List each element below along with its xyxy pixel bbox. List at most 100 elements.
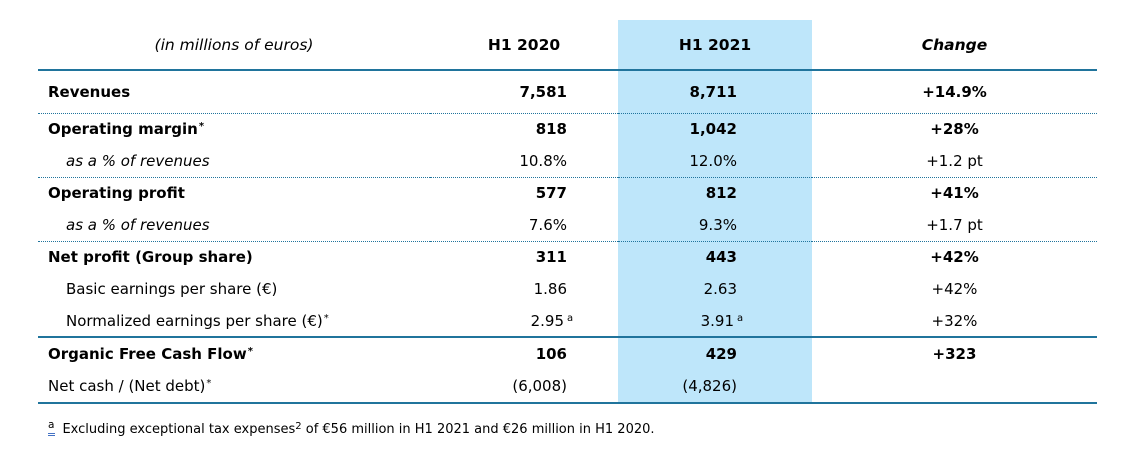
row-label: Operating profit	[38, 176, 430, 209]
superscript-marker: *	[206, 378, 212, 389]
value-h1-2021-text: 443	[705, 248, 737, 267]
value-h1-2021: 8,711	[618, 69, 812, 113]
table-row: Organic Free Cash Flow* 106 429 +323	[38, 336, 1097, 370]
value-change-text: +42%	[930, 248, 979, 267]
footnote-text: Excluding exceptional tax expenses	[62, 422, 296, 437]
value-h1-2021: 1,042	[618, 112, 812, 145]
value-h1-2020-text: 818	[535, 120, 567, 139]
row-label: Organic Free Cash Flow*	[38, 336, 430, 370]
superscript-marker: *	[247, 346, 253, 357]
value-h1-2021-text: 812	[705, 184, 737, 203]
footnote-reference-2: 2	[295, 421, 302, 432]
table-row: Basic earnings per share (€) 1.86 2.63 +42%	[38, 273, 1097, 305]
value-h1-2020-text: 10.8%	[519, 151, 567, 170]
value-h1-2021-text: 2.63	[703, 280, 737, 298]
value-h1-2021-text: 1,042	[689, 120, 737, 139]
value-h1-2020: 106	[430, 336, 618, 370]
row-label-text: Normalized earnings per share (€)	[66, 311, 323, 330]
financial-results-page: (in millions of euros) H1 2020 H1 2021 C…	[0, 20, 1147, 451]
value-change: +1.2 pt	[812, 145, 1097, 177]
value-change-text: +28%	[930, 120, 979, 139]
value-h1-2020: 311	[430, 240, 618, 273]
row-label-text: Basic earnings per share (€)	[66, 280, 278, 298]
value-h1-2020-text: 106	[535, 345, 567, 363]
value-h1-2020: 7,581	[430, 69, 618, 113]
value-h1-2021-text: 8,711	[689, 82, 737, 101]
table-row: Net profit (Group share) 311 443 +42%	[38, 240, 1097, 273]
value-change-text: +1.2 pt	[926, 151, 983, 170]
value-change: +32%	[812, 305, 1097, 337]
value-h1-2020-text: 7,581	[519, 82, 567, 101]
value-change: +323	[812, 336, 1097, 370]
value-change	[812, 370, 1097, 404]
value-h1-2020-text: 577	[535, 184, 567, 203]
table-row: as a % of revenues 10.8% 12.0% +1.2 pt	[38, 145, 1097, 177]
value-change: +28%	[812, 112, 1097, 145]
value-change: +1.7 pt	[812, 209, 1097, 241]
row-label-text: as a % of revenues	[66, 215, 210, 234]
value-h1-2020: 2.95 a	[530, 311, 574, 330]
footnote-marker: a	[48, 418, 56, 437]
table-row: Net cash / (Net debt)* (6,008) (4,826)	[38, 370, 1097, 404]
value-change: +42%	[812, 273, 1097, 305]
value-h1-2021: 429	[618, 336, 812, 370]
column-header-h1-2021: H1 2021	[618, 20, 812, 71]
footnote-text-continued: of €56 million in H1 2021 and €26 millio…	[301, 422, 655, 437]
table-row: Operating profit 577 812 +41%	[38, 176, 1097, 209]
value-change-text: +42%	[931, 280, 978, 298]
value-h1-2020: 818	[430, 112, 618, 145]
value-change-text: +323	[932, 345, 977, 363]
table-row: as a % of revenues 7.6% 9.3% +1.7 pt	[38, 209, 1097, 241]
financial-results-table: (in millions of euros) H1 2020 H1 2021 C…	[38, 20, 1097, 404]
value-h1-2021: 9.3%	[618, 209, 812, 241]
superscript-marker: *	[198, 121, 205, 133]
value-h1-2021-text: 429	[705, 345, 737, 363]
row-label: Revenues	[38, 69, 430, 113]
value-h1-2020-text: 311	[535, 248, 567, 267]
value-h1-2021: 812	[618, 176, 812, 209]
row-label-text: Net profit (Group share)	[48, 248, 253, 267]
value-h1-2020: 1.86	[430, 273, 618, 305]
value-h1-2021: 12.0%	[618, 145, 812, 177]
table-row: Operating margin* 818 1,042 +28%	[38, 112, 1097, 145]
row-label-text: Operating margin	[48, 120, 198, 139]
row-label: as a % of revenues	[38, 145, 430, 177]
value-change-text: +41%	[930, 184, 979, 203]
value-change-text: +1.7 pt	[926, 215, 983, 234]
value-h1-2020: (6,008)	[430, 370, 618, 404]
column-header-h1-2020: H1 2020	[430, 20, 618, 71]
row-label-text: Operating profit	[48, 184, 185, 203]
value-h1-2020-text: 1.86	[533, 280, 567, 298]
row-label-text: Organic Free Cash Flow	[48, 345, 247, 363]
row-label: Operating margin*	[38, 112, 430, 145]
value-h1-2021: (4,826)	[618, 370, 812, 404]
row-label: Normalized earnings per share (€)*	[38, 305, 430, 337]
column-header-change: Change	[812, 20, 1097, 71]
table-row: Revenues 7,581 8,711 +14.9%	[38, 69, 1097, 113]
superscript-marker: *	[323, 312, 329, 324]
value-h1-2021-text: (4,826)	[682, 377, 737, 395]
row-label: Net profit (Group share)	[38, 240, 430, 273]
table-row: Normalized earnings per share (€)* 2.95 a 3…	[38, 305, 1097, 337]
value-change-text: +14.9%	[922, 82, 987, 101]
value-change-text: +32%	[931, 311, 978, 330]
value-h1-2021: 3.91 a	[618, 305, 812, 337]
value-h1-2020-text: 2.95	[530, 311, 564, 330]
row-label-text: Revenues	[48, 82, 131, 101]
row-label-text: Net cash / (Net debt)	[48, 377, 206, 395]
value-h1-2020-text: 7.6%	[528, 215, 567, 234]
value-h1-2021-text: 9.3%	[698, 215, 737, 234]
value-change: +42%	[812, 240, 1097, 273]
row-label: Net cash / (Net debt)*	[38, 370, 430, 404]
value-h1-2021: 443	[618, 240, 812, 273]
footnote: a Excluding exceptional tax expenses2 of …	[48, 418, 1147, 439]
table-header-row: (in millions of euros) H1 2020 H1 2021 C…	[38, 20, 1097, 71]
row-label-text: as a % of revenues	[66, 151, 210, 170]
value-h1-2021: 2.63	[618, 273, 812, 305]
row-label: Basic earnings per share (€)	[38, 273, 430, 305]
row-label: as a % of revenues	[38, 209, 430, 241]
value-h1-2020: 577	[430, 176, 618, 209]
value-change: +14.9%	[812, 69, 1097, 113]
value-change: +41%	[812, 176, 1097, 209]
value-h1-2021-text: 12.0%	[689, 151, 737, 170]
